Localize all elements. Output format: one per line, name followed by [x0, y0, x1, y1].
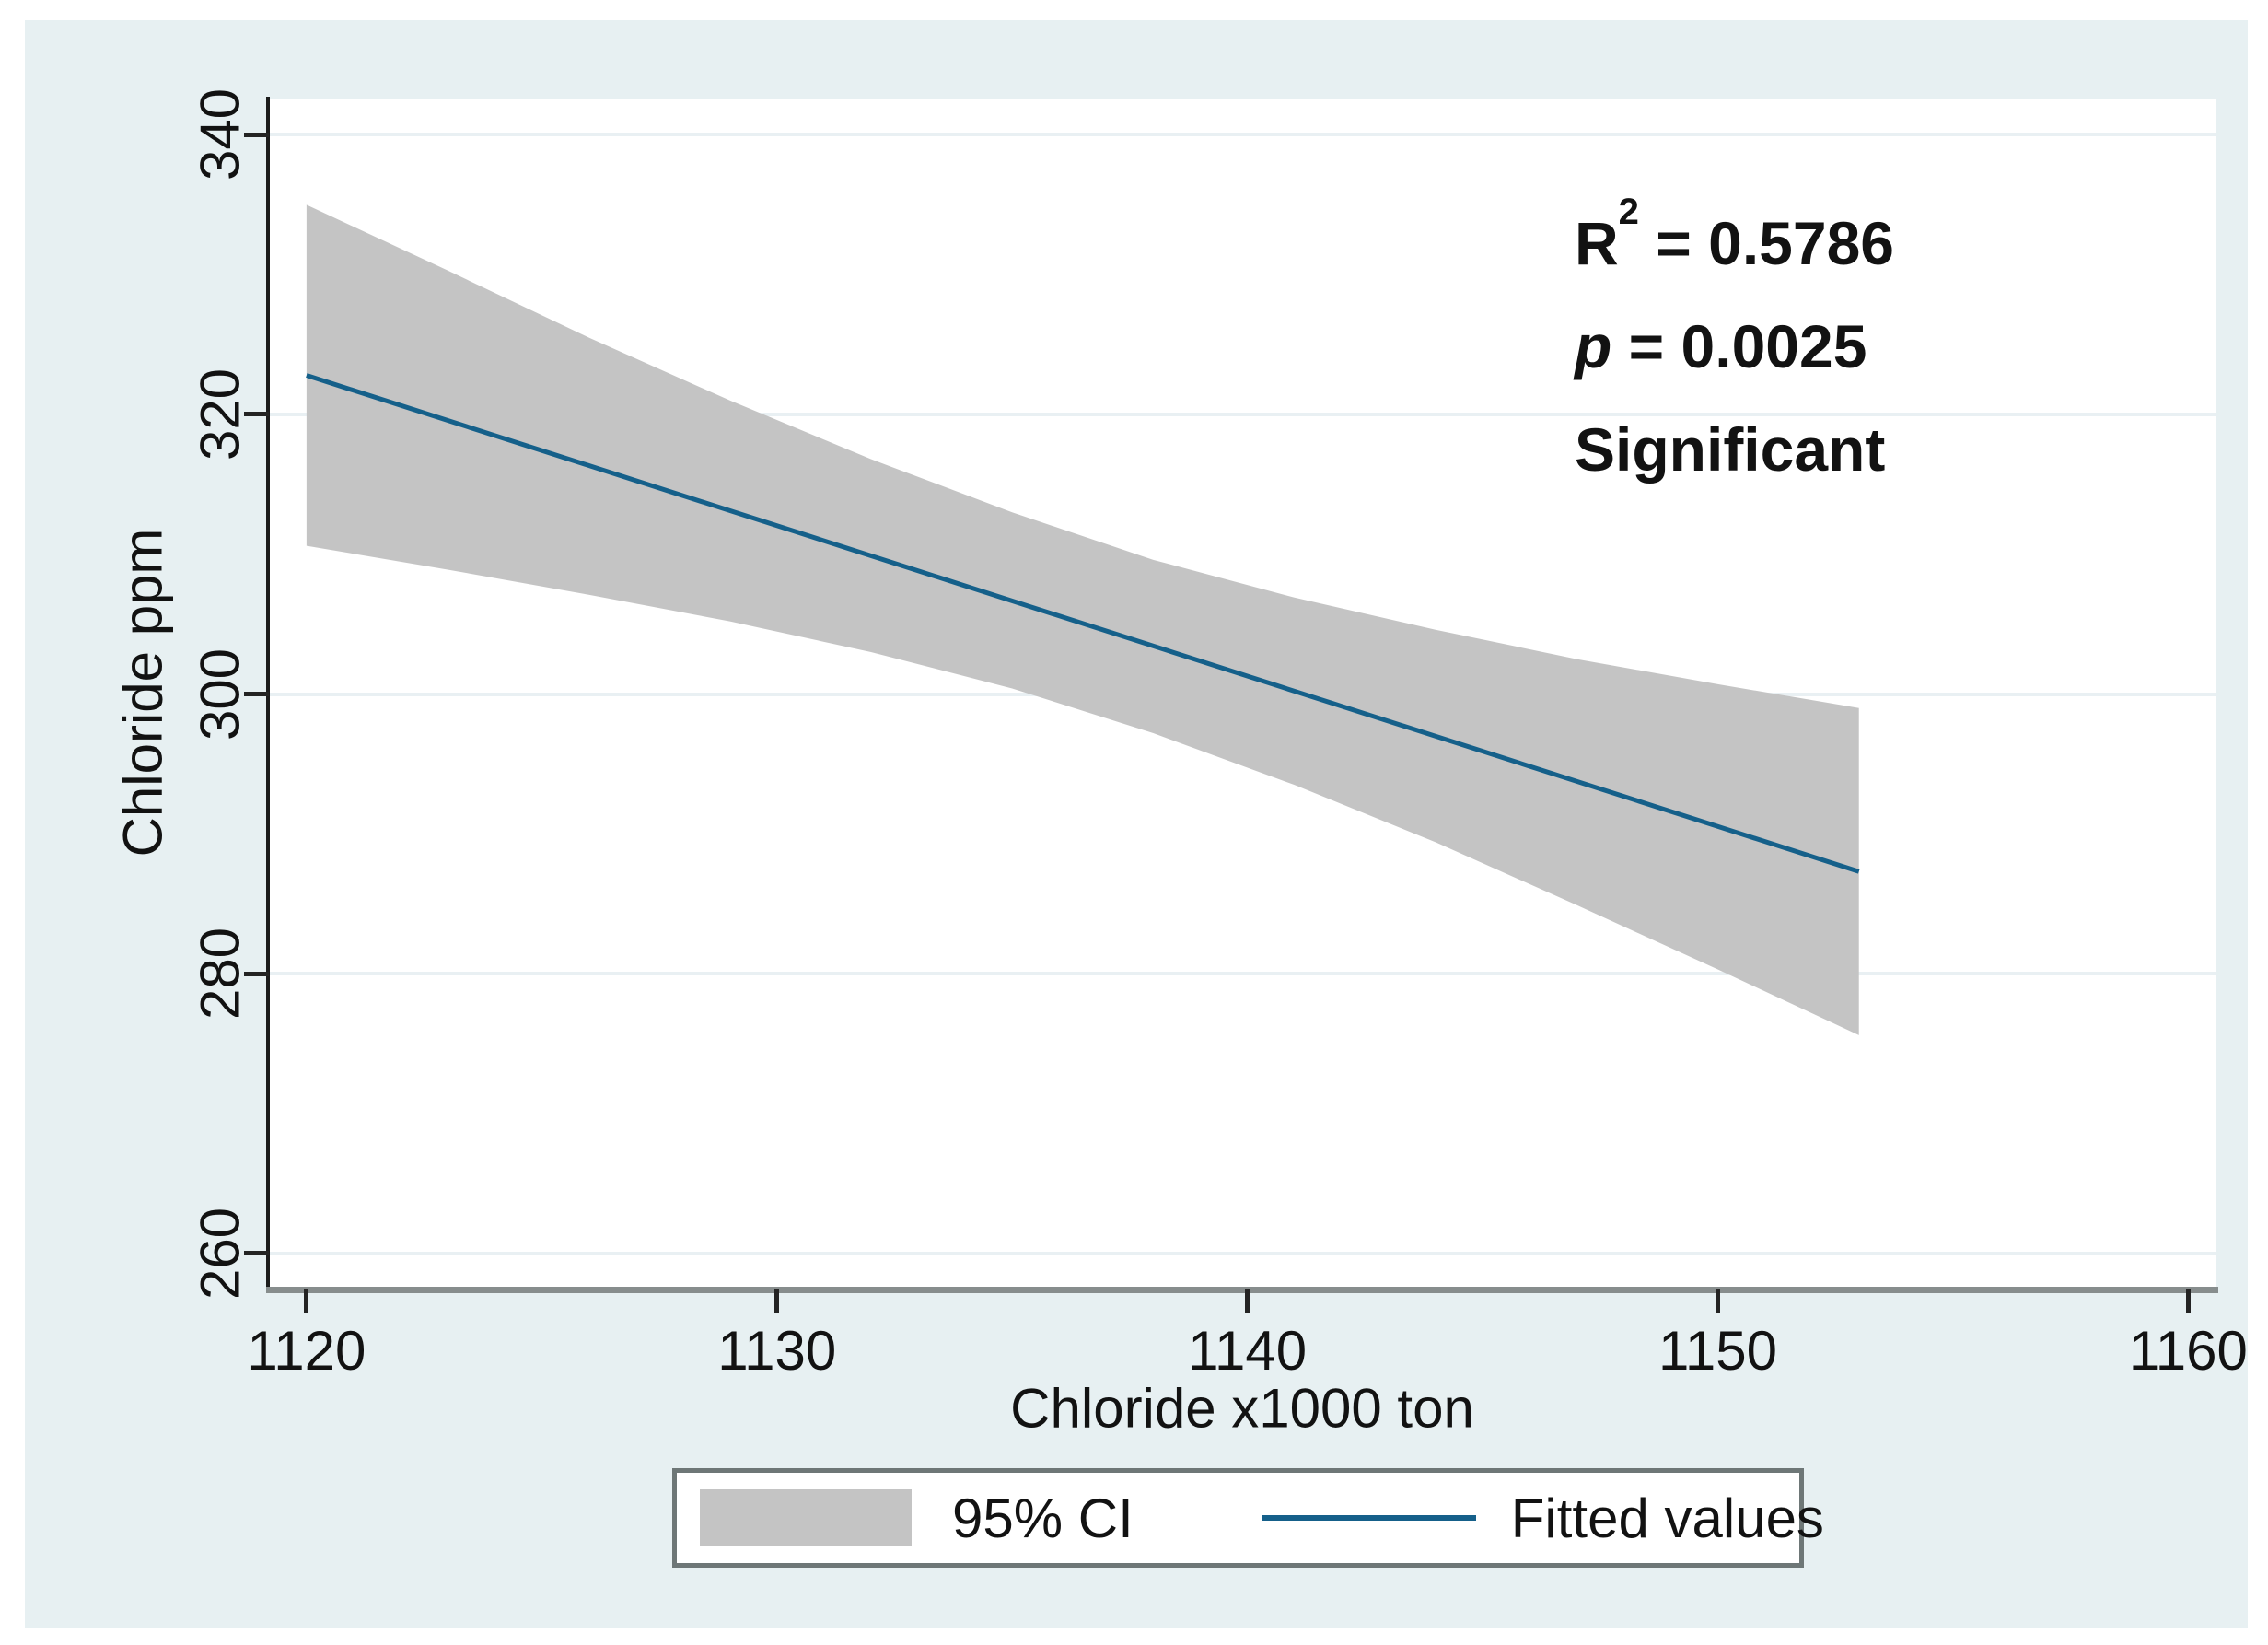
gridline-y-340 [269, 133, 2216, 137]
y-tick-label-320: 320 [189, 368, 251, 461]
y-tick-label-260: 260 [189, 1207, 251, 1300]
x-tick-label-1160: 1160 [2128, 1320, 2248, 1382]
fitted-line [306, 373, 1860, 874]
y-tick-label-340: 340 [189, 88, 251, 181]
x-tick-label-1140: 1140 [1188, 1320, 1308, 1382]
x-tick-1140 [1245, 1289, 1250, 1313]
regression-plot [306, 204, 1860, 1035]
ci-swatch [700, 1489, 912, 1546]
gridline-y-280 [269, 972, 2216, 976]
x-tick-label-1130: 1130 [717, 1320, 837, 1382]
r-value: = 0.5786 [1638, 209, 1895, 277]
ci-legend-label: 95% CI [952, 1487, 1134, 1549]
x-tick-1120 [304, 1289, 309, 1313]
p-value: = 0.0025 [1611, 312, 1867, 380]
p-symbol: p [1575, 312, 1612, 380]
gridline-y-260 [269, 1251, 2216, 1255]
x-axis [266, 1287, 2218, 1293]
chart-panel: 1120 1130 1140 1150 1160 260 280 300 320 340 Chlo… [25, 20, 2248, 1628]
x-tick-label-1150: 1150 [1657, 1320, 1777, 1382]
fitted-legend-label: Fitted values [1510, 1487, 1824, 1549]
r-symbol: R [1575, 209, 1619, 277]
x-tick-1130 [774, 1289, 780, 1313]
y-tick-300 [244, 692, 269, 697]
plot-area [269, 99, 2216, 1287]
x-tick-label-1120: 1120 [247, 1320, 366, 1382]
y-tick-340 [244, 132, 269, 137]
ci-band [306, 204, 1859, 1035]
x-tick-1150 [1715, 1289, 1720, 1313]
y-tick-label-300: 300 [189, 648, 251, 741]
x-tick-1160 [2185, 1289, 2191, 1313]
y-axis-title: Chloride ppm [111, 528, 174, 858]
significance-text: Significant [1575, 415, 1886, 484]
gridline-y-320 [269, 412, 2216, 416]
y-tick-280 [244, 971, 269, 976]
legend: 95% CI Fitted values [672, 1468, 1824, 1568]
x-axis-title: Chloride x1000 ton [1010, 1377, 1474, 1440]
y-tick-260 [244, 1251, 269, 1256]
y-tick-320 [244, 412, 269, 417]
y-tick-label-280: 280 [189, 927, 251, 1021]
p-value-text: p = 0.0025 [1575, 295, 1894, 398]
fitted-line-swatch [1262, 1515, 1476, 1521]
